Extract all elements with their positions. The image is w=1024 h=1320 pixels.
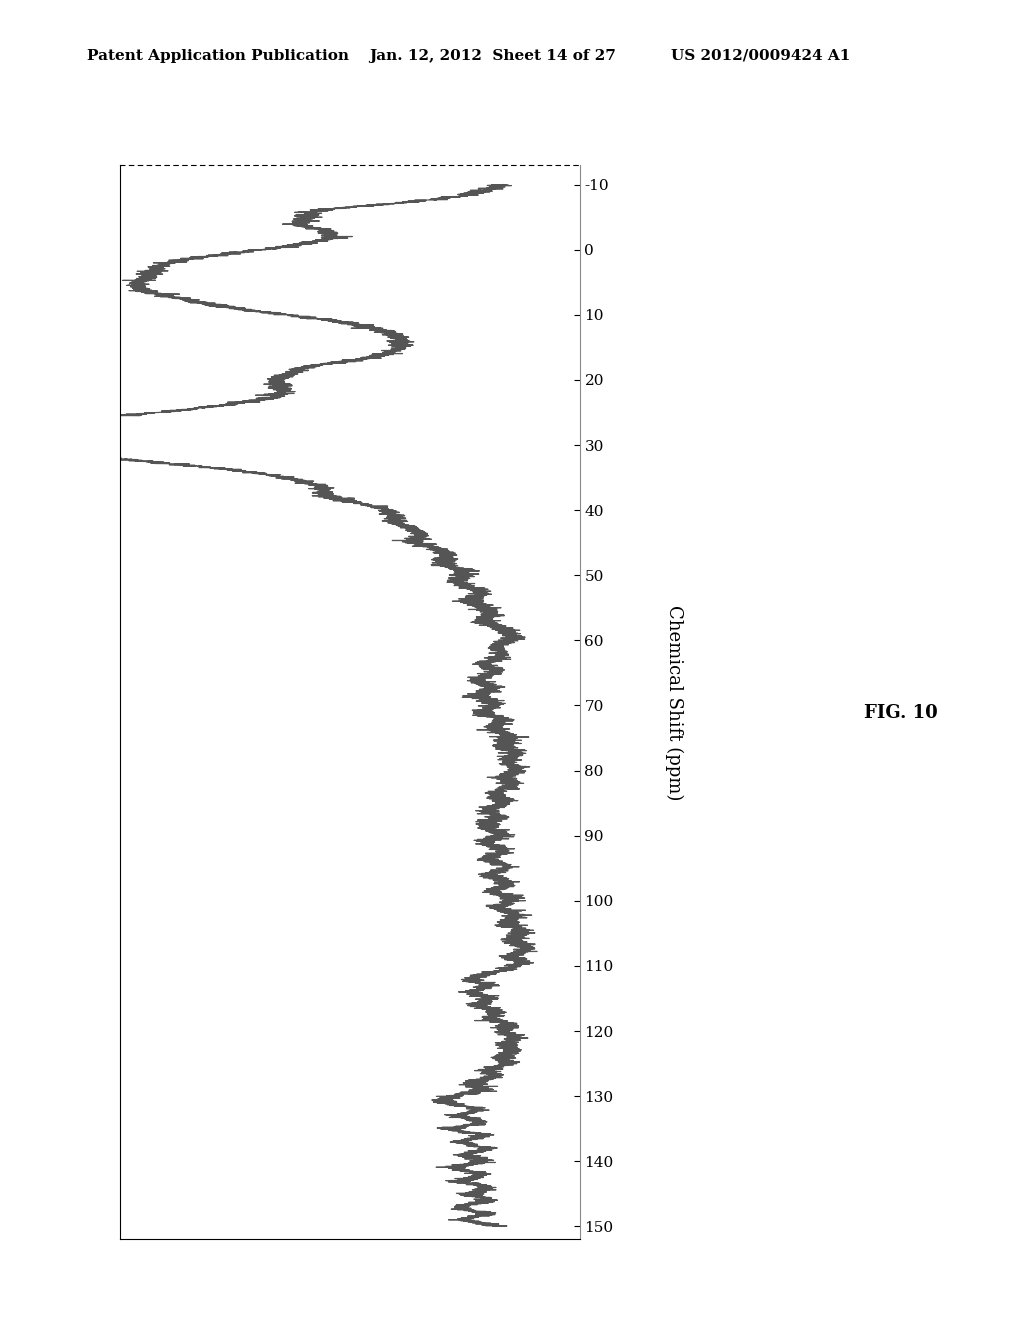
Text: Patent Application Publication: Patent Application Publication [87,49,349,63]
Text: FIG. 10: FIG. 10 [864,704,938,722]
Y-axis label: Chemical Shift (ppm): Chemical Shift (ppm) [665,605,683,800]
Text: Jan. 12, 2012  Sheet 14 of 27: Jan. 12, 2012 Sheet 14 of 27 [369,49,615,63]
Text: US 2012/0009424 A1: US 2012/0009424 A1 [671,49,850,63]
